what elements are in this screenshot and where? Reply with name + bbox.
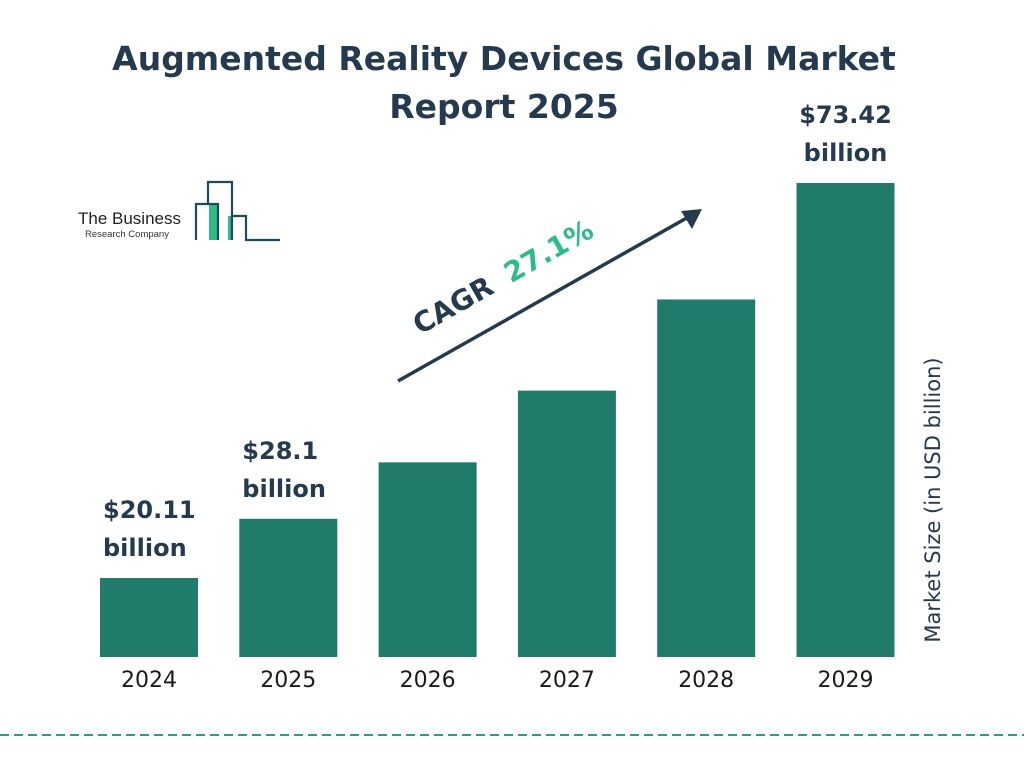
data-labels: $20.11 billion $28.1 billion $73.42 billion xyxy=(103,101,892,562)
bar-2025 xyxy=(239,518,338,657)
data-label-value: $73.42 xyxy=(799,101,892,129)
logo-text-line-2: Research Company xyxy=(85,229,169,240)
bar-2024 xyxy=(100,578,198,657)
data-label-unit: billion xyxy=(242,475,326,503)
cagr-value: 27.1% xyxy=(498,213,599,290)
bar-2029 xyxy=(796,183,895,657)
bars xyxy=(100,183,895,657)
arrow-head-icon xyxy=(681,209,702,229)
x-tick-label: 2027 xyxy=(539,668,595,693)
data-label-unit: billion xyxy=(103,534,187,562)
x-tick-label: 2024 xyxy=(121,668,177,693)
y-axis-label: Market Size (in USD billion) xyxy=(921,357,945,642)
cagr-arrow-line xyxy=(397,213,693,383)
data-label-value: $28.1 xyxy=(242,437,318,465)
x-tick-label: 2025 xyxy=(260,668,316,693)
x-tick-label: 2029 xyxy=(818,668,874,693)
bar-2026 xyxy=(378,462,477,657)
cagr-annotation: CAGR 27.1% xyxy=(397,209,702,383)
x-tick-labels: 2024 2025 2026 2027 2028 2029 xyxy=(121,668,874,693)
data-label-value: $20.11 xyxy=(103,496,196,524)
logo-text-line-1: The Business xyxy=(78,209,181,228)
x-tick-label: 2028 xyxy=(678,668,734,693)
bar-2028 xyxy=(657,299,756,657)
company-logo: The Business Research Company xyxy=(78,180,280,242)
chart-title-line-2: Report 2025 xyxy=(389,87,618,126)
bar-2027 xyxy=(517,390,616,657)
x-tick-label: 2026 xyxy=(400,668,456,693)
chart-title-line-1: Augmented Reality Devices Global Market xyxy=(112,39,896,78)
data-label-unit: billion xyxy=(804,139,888,167)
